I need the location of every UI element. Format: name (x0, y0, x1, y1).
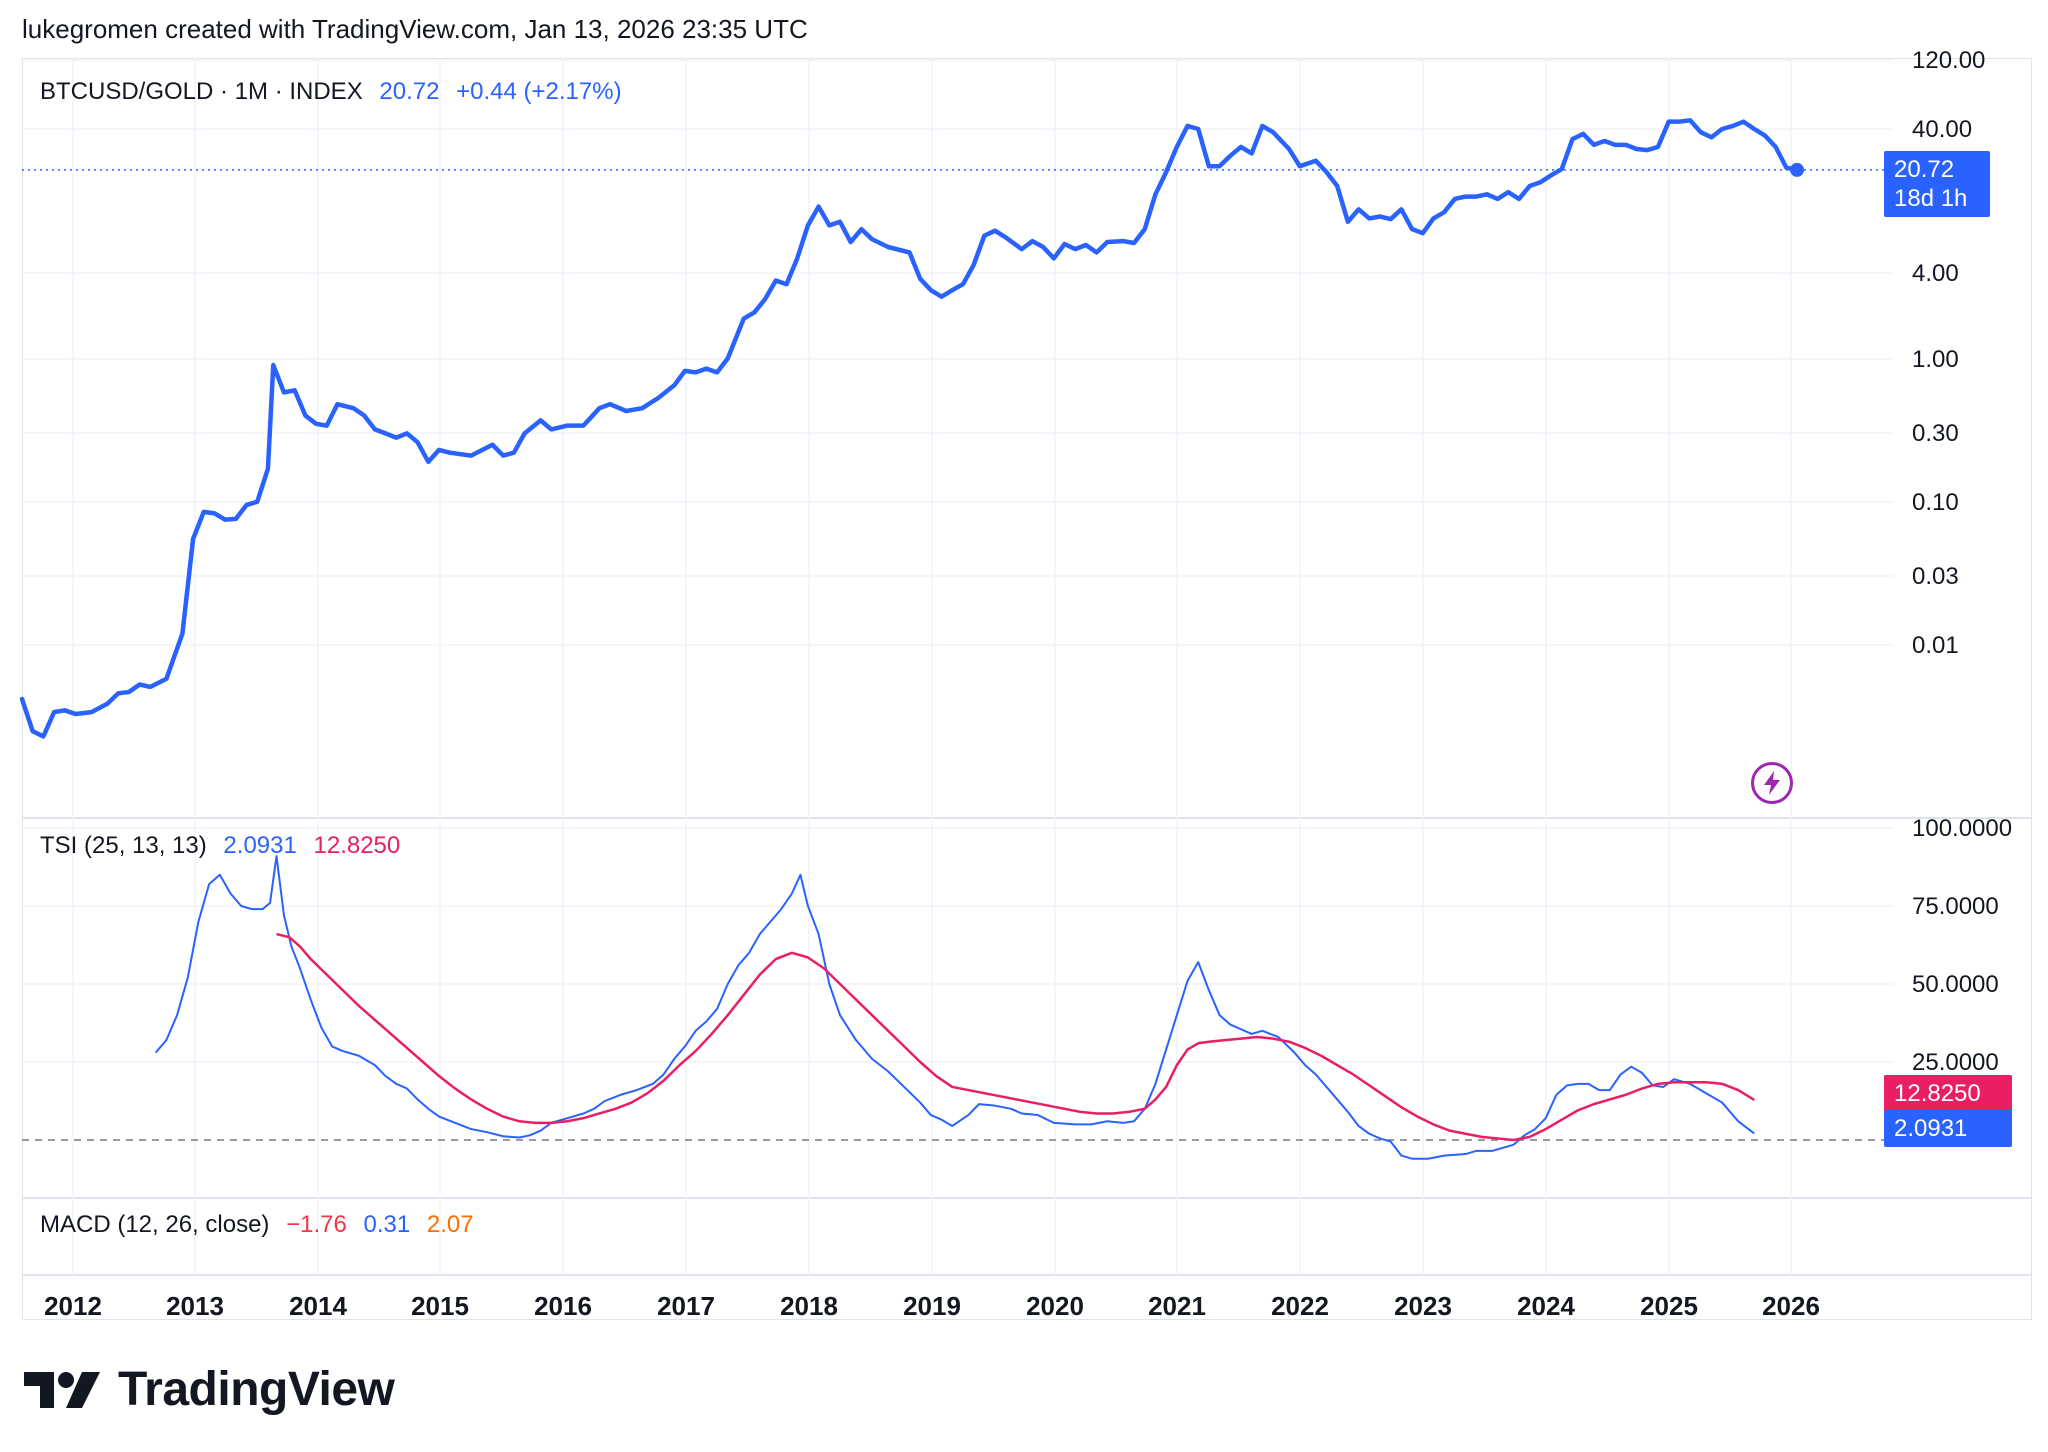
time-axis-tick-label: 2014 (289, 1291, 347, 1321)
time-axis-tick-label: 2021 (1148, 1291, 1206, 1321)
last-price-tag: 20.72 18d 1h (1884, 151, 1990, 217)
price-axis-tick-label: 4.00 (1912, 260, 1959, 287)
macd-name[interactable]: MACD (12, 26, close) (40, 1211, 270, 1238)
time-axis-tick-label: 2015 (411, 1291, 469, 1321)
macd-value: 0.31 (363, 1211, 411, 1238)
tsi-legend: TSI (25, 13, 13) 2.0931 12.8250 (40, 832, 410, 860)
tsi-signal-tag: 12.8250 (1884, 1075, 2012, 1112)
macd-signal-value: 2.07 (426, 1211, 474, 1238)
tradingview-brand[interactable]: TradingView (24, 1362, 395, 1417)
time-axis-tick-label: 2026 (1762, 1291, 1820, 1321)
marker-layer (22, 162, 1884, 177)
last-price: 20.72 (379, 78, 440, 105)
tsi-signal-line (276, 932, 1755, 1142)
time-axis-tick-label: 2022 (1271, 1291, 1329, 1321)
series-layer (19, 118, 1800, 1160)
time-axis-tick-label: 2013 (166, 1291, 224, 1321)
price-axis-tick-label: 0.03 (1912, 563, 1959, 590)
attribution-header: lukegromen created with TradingView.com,… (22, 14, 808, 44)
time-axis-tick-label: 2024 (1517, 1291, 1575, 1321)
price-axis-tick-label: 120.00 (1912, 47, 1985, 74)
time-axis-tick-label: 2019 (903, 1291, 961, 1321)
tsi-axis-tick-label: 50.0000 (1912, 971, 1999, 998)
price-change: +0.44 (+2.17%) (456, 78, 622, 105)
macd-legend: MACD (12, 26, close) −1.76 0.31 2.07 (40, 1211, 484, 1239)
price-axis-tick-label: 0.01 (1912, 632, 1959, 659)
price-axis-tick-label: 1.00 (1912, 346, 1959, 373)
macd-hist-value: −1.76 (286, 1211, 347, 1238)
axis-layer: 120.00 40.00 4.00 1.00 0.30 0.10 0.03 0.01 100.0… (44, 47, 2012, 1321)
time-axis-tick-label: 2020 (1026, 1291, 1084, 1321)
symbol-label[interactable]: BTCUSD/GOLD · 1M · INDEX (40, 78, 363, 105)
tradingview-logo-icon (24, 1371, 100, 1408)
lightning-icon[interactable] (1751, 762, 1793, 804)
tsi-value-tag: 2.0931 (1884, 1110, 2012, 1147)
tsi-axis-tick-label: 25.0000 (1912, 1049, 1999, 1076)
time-axis-tick-label: 2025 (1640, 1291, 1698, 1321)
price-axis-tick-label: 40.00 (1912, 116, 1972, 143)
last-price-tag-value: 20.72 (1894, 156, 1955, 183)
time-axis-tick-label: 2017 (657, 1291, 715, 1321)
tsi-name[interactable]: TSI (25, 13, 13) (40, 832, 207, 859)
main-legend: BTCUSD/GOLD · 1M · INDEX 20.72 +0.44 (+2… (40, 78, 632, 106)
chart-frame[interactable] (22, 58, 2032, 1320)
price-axis-tick-label: 0.10 (1912, 489, 1959, 516)
time-axis-tick-label: 2018 (780, 1291, 838, 1321)
tsi-series-line (154, 855, 1755, 1160)
tsi-signal-value: 12.8250 (313, 832, 401, 859)
time-axis-tick-label: 2023 (1394, 1291, 1452, 1321)
last-price-dot (1790, 162, 1804, 177)
tradingview-wordmark: TradingView (118, 1363, 395, 1416)
tsi-axis-tick-label: 100.0000 (1912, 815, 2012, 842)
tsi-value: 2.0931 (223, 832, 297, 859)
bar-countdown: 18d 1h (1894, 185, 1968, 212)
grid-layer (22, 58, 2032, 1276)
time-axis-tick-label: 2016 (534, 1291, 592, 1321)
time-axis-tick-label: 2012 (44, 1291, 102, 1321)
price-series-line (19, 118, 1800, 739)
tsi-axis-tick-label: 75.0000 (1912, 893, 1999, 920)
price-axis-tick-label: 0.30 (1912, 420, 1959, 447)
